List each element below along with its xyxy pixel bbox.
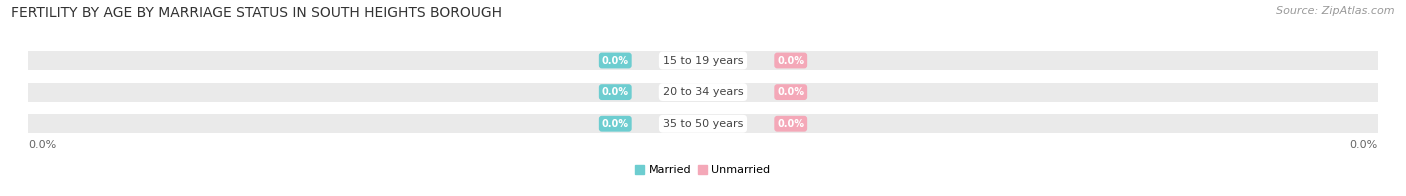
Text: 15 to 19 years: 15 to 19 years — [662, 55, 744, 65]
Text: 0.0%: 0.0% — [602, 87, 628, 97]
Legend: Married, Unmarried: Married, Unmarried — [631, 160, 775, 180]
Text: 35 to 50 years: 35 to 50 years — [662, 119, 744, 129]
Bar — [28, 83, 703, 102]
Text: 0.0%: 0.0% — [778, 55, 804, 65]
Text: 0.0%: 0.0% — [602, 55, 628, 65]
Text: 0.0%: 0.0% — [28, 140, 56, 150]
Bar — [703, 83, 1378, 102]
Text: 0.0%: 0.0% — [778, 119, 804, 129]
Bar — [703, 51, 1378, 70]
Text: 0.0%: 0.0% — [1350, 140, 1378, 150]
Text: 20 to 34 years: 20 to 34 years — [662, 87, 744, 97]
Text: Source: ZipAtlas.com: Source: ZipAtlas.com — [1277, 6, 1395, 16]
Text: 0.0%: 0.0% — [778, 87, 804, 97]
Text: 0.0%: 0.0% — [602, 119, 628, 129]
Text: FERTILITY BY AGE BY MARRIAGE STATUS IN SOUTH HEIGHTS BOROUGH: FERTILITY BY AGE BY MARRIAGE STATUS IN S… — [11, 6, 502, 20]
Bar — [703, 114, 1378, 133]
Bar — [28, 51, 703, 70]
Bar — [28, 114, 703, 133]
